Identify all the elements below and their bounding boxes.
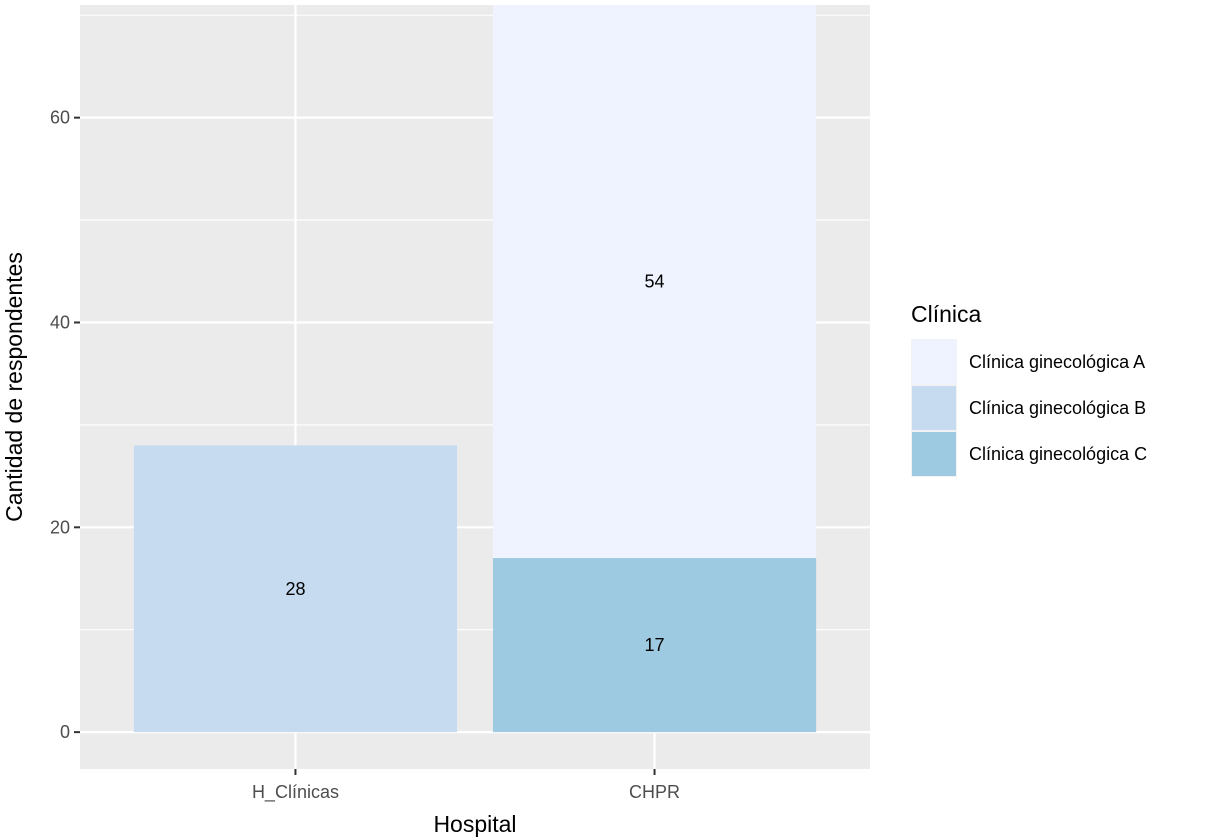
bar [492, 5, 817, 559]
bar-labels: 28 17 54 [285, 272, 664, 656]
x-axis: H_Clínicas CHPR [252, 769, 680, 803]
legend-title: Clínica [911, 301, 982, 327]
legend: Clínica Clínica ginecológica A Clínica gi… [911, 301, 1147, 477]
y-tick-label: 60 [50, 108, 70, 128]
bar-value-label: 17 [645, 635, 665, 655]
bar-value-label: 28 [285, 579, 305, 599]
bars [133, 5, 817, 733]
legend-key [912, 386, 956, 430]
x-tick-label: CHPR [629, 782, 680, 802]
y-tick-label: 0 [60, 722, 70, 742]
y-tick-label: 40 [50, 312, 70, 332]
bar-value-label: 54 [645, 272, 665, 292]
bar [133, 445, 458, 733]
legend-label: Clínica ginecológica C [969, 444, 1147, 464]
x-tick-label: H_Clínicas [252, 782, 339, 803]
legend-label: Clínica ginecológica B [969, 398, 1146, 418]
legend-key [912, 432, 956, 476]
bar [492, 558, 817, 733]
y-tick-label: 20 [50, 517, 70, 537]
legend-key [912, 340, 956, 384]
legend-label: Clínica ginecológica A [969, 352, 1145, 372]
y-axis-title: Cantidad de respondentes [1, 252, 27, 522]
x-axis-title: Hospital [433, 811, 516, 837]
y-axis: 0 20 40 60 [50, 108, 80, 742]
